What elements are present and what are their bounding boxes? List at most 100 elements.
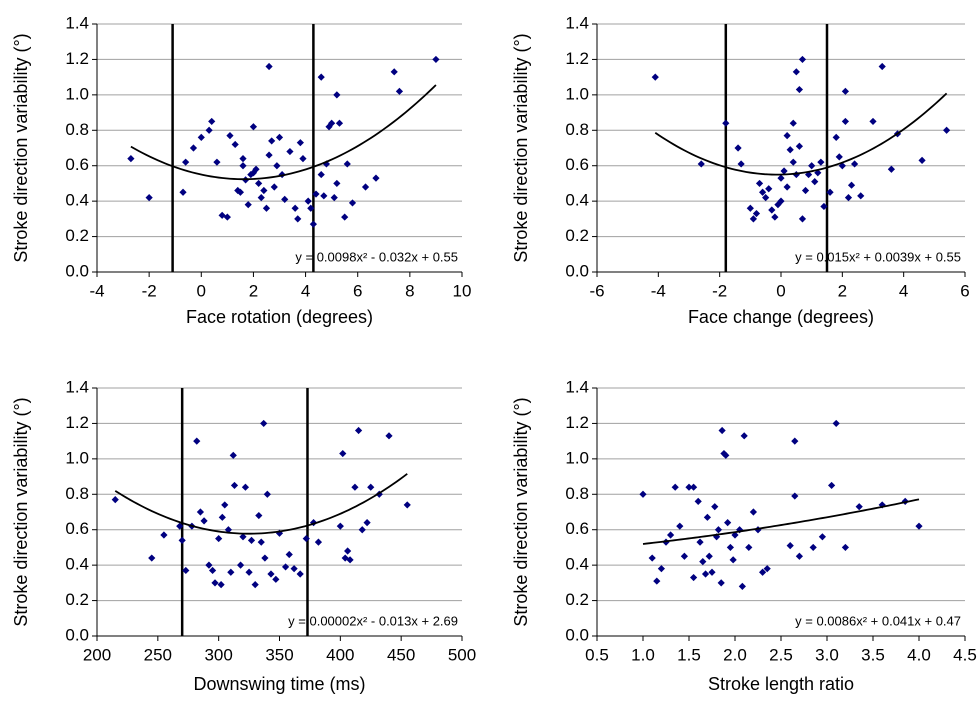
data-point [272,575,280,583]
data-point [302,534,310,543]
data-point [257,194,265,202]
data-point [798,215,807,223]
data-point [281,195,289,203]
data-point [127,155,135,163]
x-tick-label: -6 [589,281,604,300]
data-point [708,568,716,576]
data-point [335,119,344,127]
data-point [339,449,347,458]
data-point [231,140,239,149]
data-point [221,501,229,509]
data-point [705,552,713,560]
data-point [247,536,256,544]
data-point [227,568,235,576]
data-point [193,437,201,445]
y-tick-label: 0.0 [65,625,89,644]
data-point [320,192,328,200]
x-tick-label: 0.5 [585,645,609,664]
x-tick-label: 6 [353,281,362,300]
data-point [348,199,357,207]
x-tick-label: 3.0 [815,645,839,664]
x-tick-label: 2.5 [769,645,793,664]
data-point [701,570,710,578]
data-point [841,543,849,552]
data-point [771,213,779,221]
data-point [762,194,770,202]
data-point [189,144,198,152]
y-tick-label: 0.6 [565,519,589,538]
data-point [229,451,237,459]
data-point [795,552,803,560]
y-tick-label: 0.2 [65,590,89,609]
data-point [257,538,265,546]
data-point [832,133,840,141]
x-tick-label: 4 [899,281,908,300]
data-point [317,170,325,179]
x-tick-label: 4 [301,281,310,300]
y-tick-label: 1.2 [65,49,89,68]
data-point [252,165,260,173]
data-point [789,119,797,127]
data-point [887,165,895,173]
data-point [726,543,734,552]
y-tick-label: 1.2 [565,413,589,432]
y-tick-label: 1.4 [65,13,89,32]
data-point [690,573,698,582]
data-point [179,188,187,196]
data-point [343,160,351,168]
y-tick-label: 1.4 [565,13,589,32]
data-point [330,194,338,202]
data-point [657,565,665,573]
data-point [236,561,245,569]
data-point [795,142,803,150]
y-tick-label: 1.0 [565,84,589,103]
data-point [795,85,803,94]
data-point [818,533,826,541]
data-point [196,508,205,516]
data-point [844,194,853,202]
data-point [763,565,771,573]
data-point [245,568,253,576]
data-point [841,87,849,95]
data-point [290,565,298,573]
data-point [244,201,252,209]
data-point [676,522,684,530]
data-point [385,432,393,440]
data-point [333,179,341,188]
data-point [808,162,816,170]
data-point [878,62,886,71]
y-tick-label: 1.4 [565,377,589,396]
data-point [820,202,828,211]
data-point [696,538,704,546]
data-point [878,501,886,509]
data-point [738,582,746,590]
data-point [291,204,299,212]
data-point [241,483,250,491]
x-tick-label: 350 [265,645,293,664]
data-point [783,132,791,140]
data-point [263,490,271,498]
data-point [786,146,794,154]
data-point [265,151,273,159]
data-point [703,513,711,521]
data-point [217,581,225,589]
y-tick-label: 1.0 [65,448,89,467]
y-tick-label: 0.2 [65,226,89,245]
data-point [780,167,788,175]
data-point [307,204,315,212]
fit-equation: y = 0.0098x² - 0.032x + 0.55 [295,249,458,264]
x-tick-label: 500 [448,645,476,664]
data-point [651,73,659,81]
data-point [768,206,776,214]
data-point [358,526,366,534]
data-point [749,508,757,516]
data-point [752,209,761,218]
x-tick-label: 450 [387,645,415,664]
data-point [351,483,359,491]
data-point [309,220,317,228]
trend-line [130,84,437,181]
data-point [372,174,380,182]
data-point [811,178,819,186]
y-tick-label: 0.0 [565,261,589,280]
